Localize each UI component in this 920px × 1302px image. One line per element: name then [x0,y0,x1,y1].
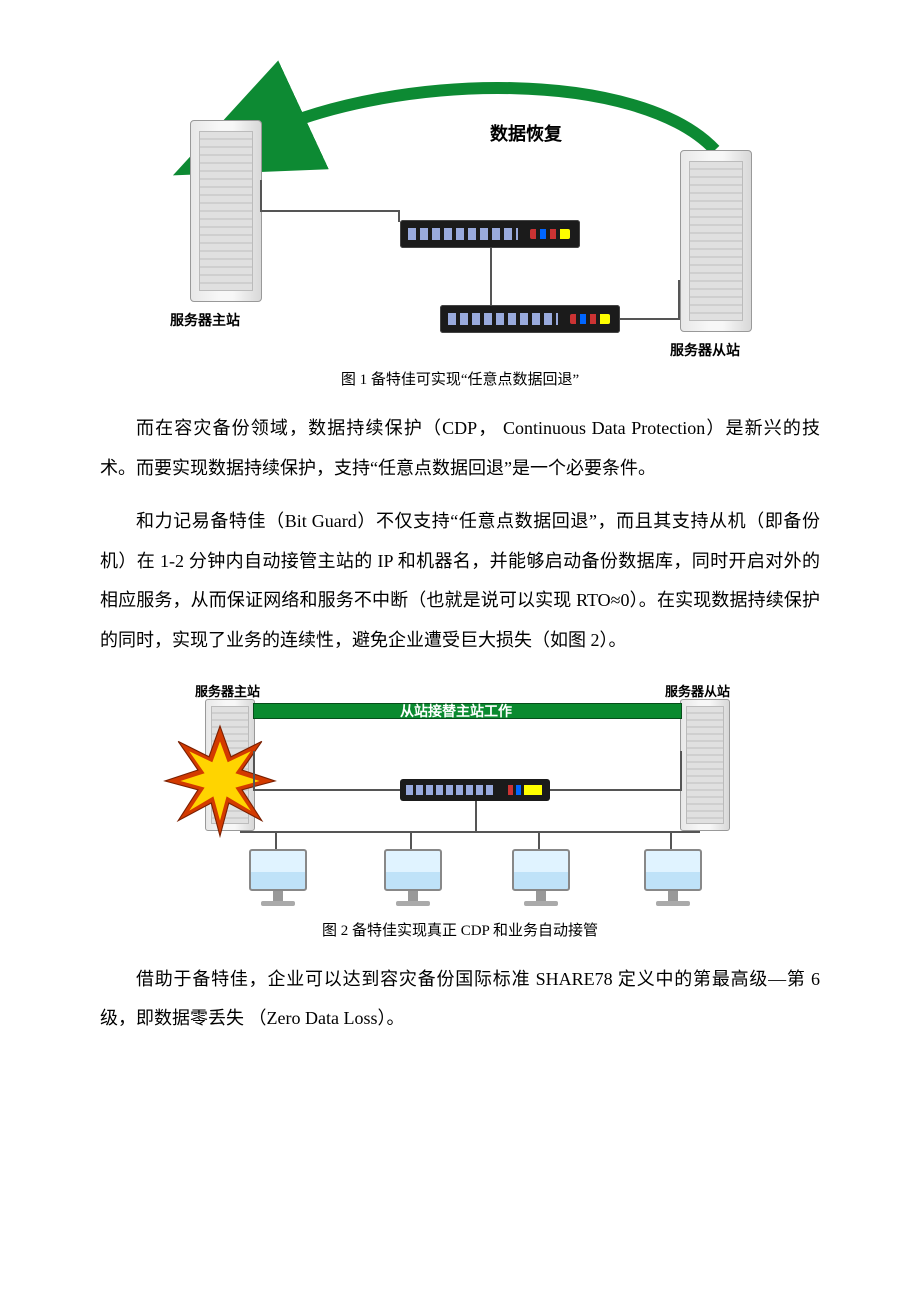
data-recovery-label: 数据恢复 [490,120,562,146]
cable [475,801,477,831]
cable [260,180,262,212]
cable [260,210,400,212]
figure-1: 数据恢复 服务器主站 服务器从站 图 1 备特佳可实现“任意点数据回退” [100,80,820,389]
secondary-server-icon [680,150,752,332]
primary-server-label: 服务器主站 [170,310,240,330]
secondary-server-label: 服务器从站 [670,340,740,360]
client-monitor-icon [248,849,308,911]
cable [253,789,400,791]
paragraph-3: 借助于备特佳，企业可以达到容灾备份国际标准 SHARE78 定义中的第最高级—第… [100,960,820,1039]
figure-1-diagram: 数据恢复 服务器主站 服务器从站 [140,80,780,360]
figure-2-diagram: 服务器主站 服务器从站 从站接替主站工作 [140,681,780,911]
primary-server-icon [190,120,262,302]
cable [398,210,400,222]
failover-bar-label: 从站接替主站工作 [400,701,512,721]
cable [620,318,680,320]
cable [678,280,680,320]
failure-burst-icon [165,726,255,816]
cable [240,831,700,833]
cable [410,831,412,849]
cable [670,831,672,849]
paragraph-1: 而在容灾备份领域，数据持续保护（CDP， Continuous Data Pro… [100,409,820,488]
secondary-server-2-icon [680,699,730,831]
figure-2-caption: 图 2 备特佳实现真正 CDP 和业务自动接管 [100,919,820,940]
client-monitor-icon [511,849,571,911]
network-switch-2-icon [400,779,550,801]
cable [275,831,277,849]
cable [253,751,255,791]
cable [538,831,540,849]
secondary-server-label-2: 服务器从站 [665,681,730,700]
figure-2: 服务器主站 服务器从站 从站接替主站工作 [100,681,820,940]
primary-server-label-2: 服务器主站 [195,681,260,700]
network-switch-top-icon [400,220,580,248]
network-switch-bottom-icon [440,305,620,333]
cable [490,248,492,305]
client-monitor-icon [643,849,703,911]
cable [550,789,682,791]
cable [680,751,682,791]
figure-1-caption: 图 1 备特佳可实现“任意点数据回退” [100,368,820,389]
client-monitor-icon [383,849,443,911]
paragraph-2: 和力记易备特佳（Bit Guard）不仅支持“任意点数据回退”，而且其支持从机（… [100,502,820,660]
